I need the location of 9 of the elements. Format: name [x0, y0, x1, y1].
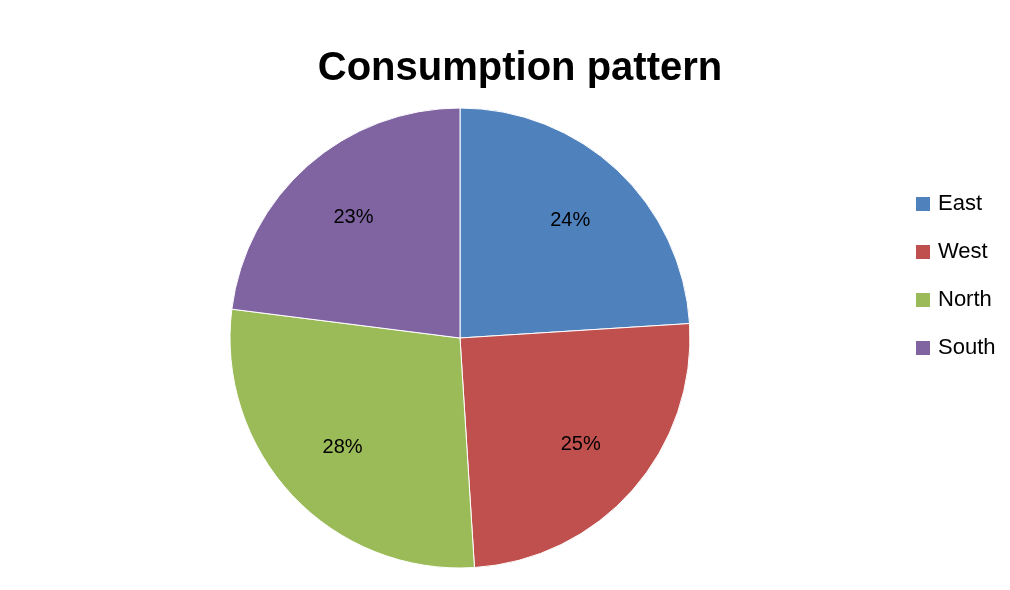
legend-label: West — [938, 237, 988, 263]
legend-label: North — [938, 285, 992, 311]
data-label: 25% — [560, 431, 601, 454]
legend-label: East — [938, 189, 983, 215]
data-label: 28% — [322, 435, 363, 458]
legend-label: South — [938, 333, 996, 359]
data-label: 23% — [333, 204, 374, 227]
chart-title: Consumption pattern — [317, 44, 723, 88]
data-label: 24% — [550, 207, 591, 230]
